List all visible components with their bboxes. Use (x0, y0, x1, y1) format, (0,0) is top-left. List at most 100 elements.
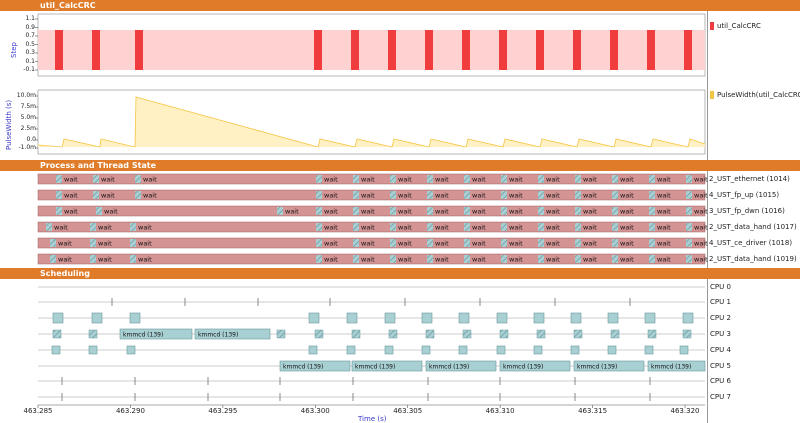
thread-hatch (612, 255, 618, 263)
thread-hatch (649, 255, 655, 263)
thread-wait-label: wait (101, 176, 115, 184)
thread-hatch (135, 191, 141, 199)
thread-hatch (464, 175, 470, 183)
thread-wait-label: wait (472, 240, 486, 248)
sched-block-label: kmmcd (139) (198, 332, 238, 339)
thread-wait-label: wait (509, 192, 523, 200)
thread-bar (37, 221, 706, 233)
thread-wait-label: wait (324, 224, 338, 232)
thread-wait-label: wait (546, 208, 560, 216)
step-legend-swatch (710, 22, 714, 30)
cpu-block (610, 329, 620, 339)
thread-hatch (130, 223, 136, 231)
pulse-tick-label: 2.5m (20, 125, 36, 132)
cpu-block (462, 329, 472, 339)
sched-block (499, 360, 571, 372)
x-tick-label: 463.290 (115, 407, 145, 415)
thread-wait-label: wait (583, 176, 597, 184)
thread-hatch (575, 191, 581, 199)
thread-wait-label: wait (546, 240, 560, 248)
step-spike (536, 30, 544, 70)
process-header-strip (707, 160, 800, 171)
thread-wait-label: wait (583, 192, 597, 200)
thread-hatch (427, 255, 433, 263)
thread-hatch (538, 223, 544, 231)
cpu-block (607, 312, 619, 324)
thread-wait-label: wait (98, 224, 112, 232)
step-spike (462, 30, 470, 70)
step-tick-label: 0.1 (25, 57, 35, 65)
thread-bar (37, 173, 706, 185)
thread-wait-label: wait (324, 176, 338, 184)
thread-wait-label: wait (143, 176, 157, 184)
thread-wait-label: wait (509, 208, 523, 216)
thread-label: 2_UST_data_hand (1017) (709, 223, 797, 231)
thread-wait-label: wait (435, 240, 449, 248)
thread-wait-label: wait (694, 208, 708, 216)
pulse-legend-swatch (710, 91, 714, 99)
thread-hatch (612, 223, 618, 231)
thread-hatch (93, 175, 99, 183)
thread-wait-label: wait (694, 192, 708, 200)
cpu-block (573, 329, 583, 339)
cpu-block (496, 312, 508, 324)
cpu-label: CPU 5 (710, 362, 731, 370)
thread-hatch (353, 175, 359, 183)
thread-hatch (612, 207, 618, 215)
thread-hatch (316, 239, 322, 247)
cpu-block (499, 329, 509, 339)
cpu-block (425, 329, 435, 339)
cpu-block (570, 345, 580, 355)
sched-block (351, 360, 423, 372)
sched-panel-header[interactable]: Scheduling (0, 268, 707, 279)
cpu-block (644, 312, 656, 324)
thread-wait-label: wait (324, 256, 338, 264)
thread-wait-label: wait (398, 256, 412, 264)
thread-hatch (277, 207, 283, 215)
cpu-block (346, 345, 356, 355)
thread-wait-label: wait (620, 240, 634, 248)
step-spike (499, 30, 507, 70)
thread-wait-label: wait (657, 256, 671, 264)
thread-wait-label: wait (657, 208, 671, 216)
crc-panel-header[interactable]: util_CalcCRC (0, 0, 707, 11)
cpu-block (679, 345, 689, 355)
cpu-block (91, 312, 103, 324)
cpu-block (384, 312, 396, 324)
thread-hatch (538, 175, 544, 183)
thread-wait-label: wait (435, 256, 449, 264)
pulse-tick-label: 0.0 (26, 136, 36, 143)
thread-wait-label: wait (509, 224, 523, 232)
thread-hatch (501, 175, 507, 183)
cpu-label: CPU 4 (710, 346, 731, 354)
thread-hatch (130, 239, 136, 247)
thread-hatch (353, 239, 359, 247)
thread-hatch (538, 255, 544, 263)
thread-wait-label: wait (64, 208, 78, 216)
cpu-block (126, 345, 136, 355)
step-tick-label: -0.1 (23, 66, 35, 73)
thread-hatch (93, 191, 99, 199)
thread-wait-label: wait (101, 192, 115, 200)
x-tick-label: 463.305 (393, 407, 423, 415)
cpu-label: CPU 6 (710, 377, 731, 385)
cpu-block (346, 312, 358, 324)
thread-hatch (686, 207, 692, 215)
cpu-block (533, 345, 543, 355)
thread-hatch (56, 191, 62, 199)
thread-hatch (464, 239, 470, 247)
thread-hatch (575, 223, 581, 231)
pulse-tick-label: 10.0m (16, 92, 36, 99)
thread-hatch (501, 207, 507, 215)
process-panel-header[interactable]: Process and Thread State (0, 160, 707, 171)
thread-hatch (390, 207, 396, 215)
step-spike (92, 30, 100, 70)
thread-hatch (427, 223, 433, 231)
thread-wait-label: wait (361, 192, 375, 200)
thread-wait-label: wait (583, 256, 597, 264)
thread-wait-label: wait (361, 240, 375, 248)
thread-hatch (390, 223, 396, 231)
thread-wait-label: wait (54, 224, 68, 232)
thread-label: 2_UST_ethernet (1014) (709, 175, 790, 183)
